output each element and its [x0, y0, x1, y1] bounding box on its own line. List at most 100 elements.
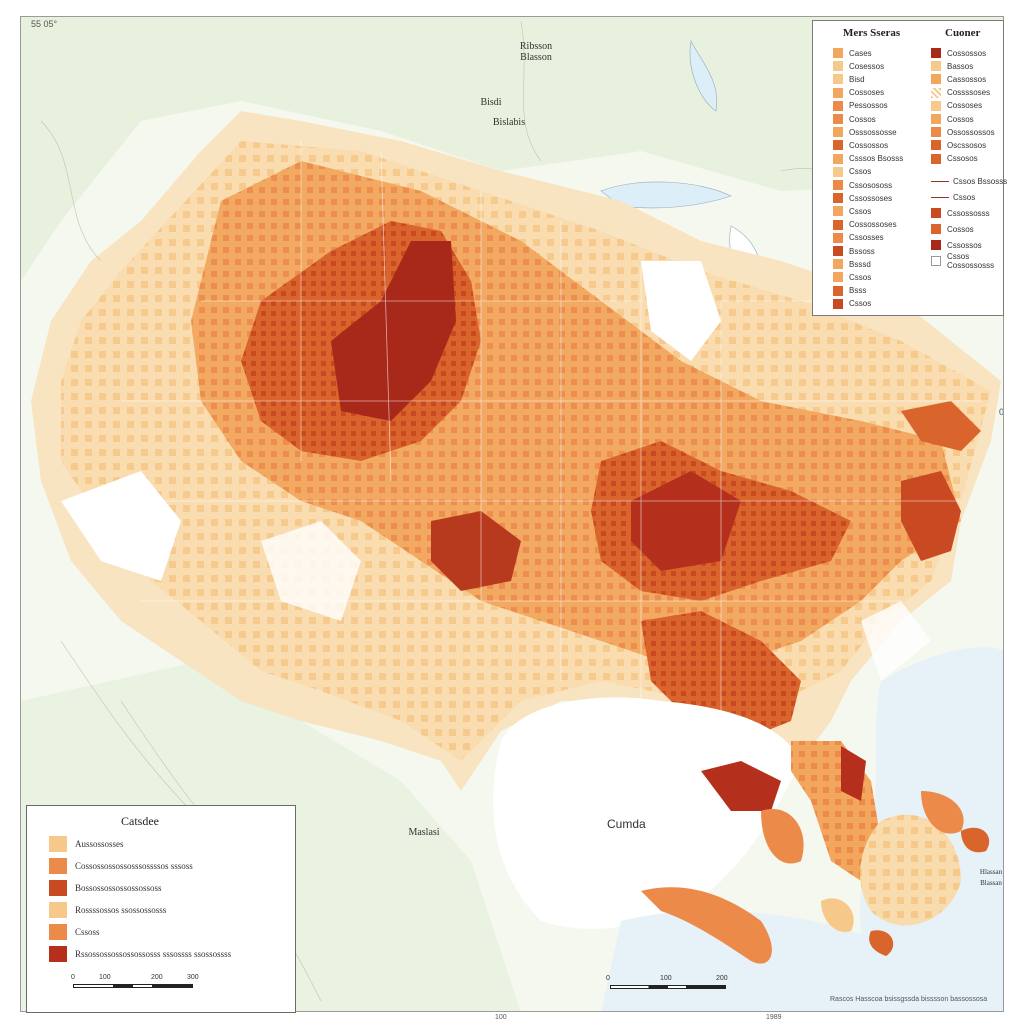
gulf-of-mexico: [493, 697, 801, 929]
legend-top-left-item-16: Bsssd: [833, 258, 871, 270]
legend-swatch: [833, 180, 843, 190]
legend-top-right-item-1: Bassos: [931, 60, 973, 72]
legend-top-title-right: Cuoner: [945, 27, 981, 39]
legend-swatch: [931, 224, 941, 234]
legend-swatch: [931, 61, 941, 72]
legend-swatch: [833, 285, 843, 296]
legend-label: Bsssd: [849, 259, 871, 269]
region-dark-northeast: [901, 471, 961, 561]
legend-label: Csssos Bsosss: [849, 154, 904, 164]
cuba-east: [701, 761, 781, 811]
legend-label: Cssossos: [947, 240, 982, 250]
boundary-lines: [81, 141, 981, 721]
legend-swatch: [833, 193, 843, 204]
legend-top-left-item-2: Bisd: [833, 73, 865, 85]
legend-top-left-item-17: Cssos: [833, 271, 871, 283]
map-scale-bar: [610, 985, 726, 989]
legend-top-right-item-3: Cossssoses: [931, 87, 990, 99]
place-label-west-coast: Maslasi: [408, 827, 440, 838]
corner-coordinate: 55 05°: [31, 19, 58, 29]
legend-swatch: [833, 74, 843, 85]
legend-swatch: [833, 259, 843, 270]
legend-top-right-item-7: Oscssosos: [931, 139, 986, 151]
legend-bottom: Catsdee Aussossosses Cossossossossosssoss…: [26, 805, 296, 1013]
legend-top-right-item-2: Cassossos: [931, 73, 986, 85]
legend-bottom-item-5: Rssossossossossossosss sssossss ssossoss…: [49, 946, 231, 962]
legend-label: Bisd: [849, 74, 865, 84]
legend-top-left-item-15: Bssoss: [833, 245, 875, 257]
lake-north: [689, 40, 718, 112]
legend-label: Cssosses: [849, 233, 884, 243]
legend-scale-label-1: 100: [99, 974, 111, 981]
right-edge-tick: 0: [999, 407, 1004, 417]
legend-label: Cossossos: [849, 140, 889, 150]
legend-top-right-lower-item-5: Cssos Cossossosss: [931, 252, 994, 270]
legend-label: Cases: [849, 48, 872, 58]
legend-top-right-item-6: Ossossossos: [931, 126, 995, 138]
sea-label-gulf: Cumda: [607, 817, 646, 831]
legend-top-left-item-0: Cases: [833, 47, 872, 59]
legend-top: Mers Sseras Cuoner Cases Cosessos Bisd Coss…: [812, 20, 1007, 316]
legend-top-right-item-0: Cossossos: [931, 47, 986, 59]
legend-top-right-lower-item-3: Cossos: [931, 223, 974, 235]
legend-swatch: [931, 208, 941, 218]
place-label-north-c: Bislabis: [492, 117, 526, 128]
legend-label: Cossos: [849, 114, 876, 124]
place-label-caribbean: Hlassan Blassan: [979, 868, 1003, 887]
bahama-1: [821, 898, 854, 932]
legend-swatch: [833, 114, 843, 124]
legend-label: Cssos: [849, 206, 872, 216]
legend-swatch: [931, 114, 941, 124]
legend-label: Rossssossos ssossossosss: [75, 905, 167, 915]
legend-swatch: [833, 140, 843, 151]
legend-swatch: [49, 902, 67, 918]
legend-top-left-item-8: Csssos Bsosss: [833, 153, 903, 165]
legend-label: Pessossos: [849, 101, 888, 111]
legend-swatch: [49, 946, 67, 962]
region-dark-ne2: [901, 401, 981, 451]
legend-top-left-item-3: Cossoses: [833, 87, 884, 99]
legend-label: Bssoss: [849, 246, 875, 256]
island-small-1: [961, 827, 990, 853]
island-mid: [921, 791, 964, 834]
legend-scale-label-3: 300: [187, 974, 199, 981]
legend-top-right-lower-item-1: Cssos: [931, 191, 975, 203]
legend-top-left-item-10: Cssosososs: [833, 179, 892, 191]
legend-scale-label-0: 0: [71, 974, 75, 981]
legend-swatch: [49, 836, 67, 852]
legend-bottom-item-4: Cssoss: [49, 924, 100, 940]
legend-swatch: [833, 127, 843, 138]
island-cluster: [761, 809, 804, 864]
legend-top-right-item-8: Cssosos: [931, 153, 978, 165]
map-scale-label-1: 100: [660, 975, 672, 982]
legend-top-left-item-19: Cssos: [833, 298, 871, 310]
legend-label: Bossossossossossossoss: [75, 883, 162, 893]
legend-label: Osssossosse: [849, 127, 897, 137]
legend-swatch: [833, 153, 843, 164]
legend-top-right-lower-item-2: Cssossosss: [931, 207, 990, 219]
legend-label: Cossoses: [849, 88, 885, 98]
lake-superior: [600, 181, 732, 209]
legend-top-left-item-6: Osssossosse: [833, 126, 897, 138]
legend-top-left-item-5: Cossos: [833, 113, 876, 125]
legend-top-right-item-5: Cossos: [931, 113, 974, 125]
legend-label: Cssossosss: [947, 208, 990, 218]
florida-dark: [841, 746, 866, 801]
legend-label: Cssosos: [947, 154, 978, 164]
legend-swatch: [931, 153, 941, 164]
canada-green: [21, 17, 1003, 281]
legend-swatch: [833, 61, 843, 72]
unshaded-west2: [261, 521, 361, 621]
legend-label: Cssos: [953, 192, 976, 202]
legend-top-left-item-7: Cossossos: [833, 139, 888, 151]
legend-top-title-left: Mers Sseras: [843, 27, 901, 39]
legend-swatch: [931, 127, 941, 138]
legend-bottom-item-0: Aussossosses: [49, 836, 124, 852]
legend-bottom-title: Catsdee: [121, 814, 159, 828]
legend-label: Cossossoses: [849, 220, 897, 230]
legend-line-symbol: [931, 196, 949, 198]
map-scale-label-0: 0: [606, 975, 610, 982]
legend-top-left-item-18: Bsss: [833, 285, 866, 297]
legend-label: Cssos: [849, 299, 872, 309]
legend-swatch: [931, 74, 941, 85]
